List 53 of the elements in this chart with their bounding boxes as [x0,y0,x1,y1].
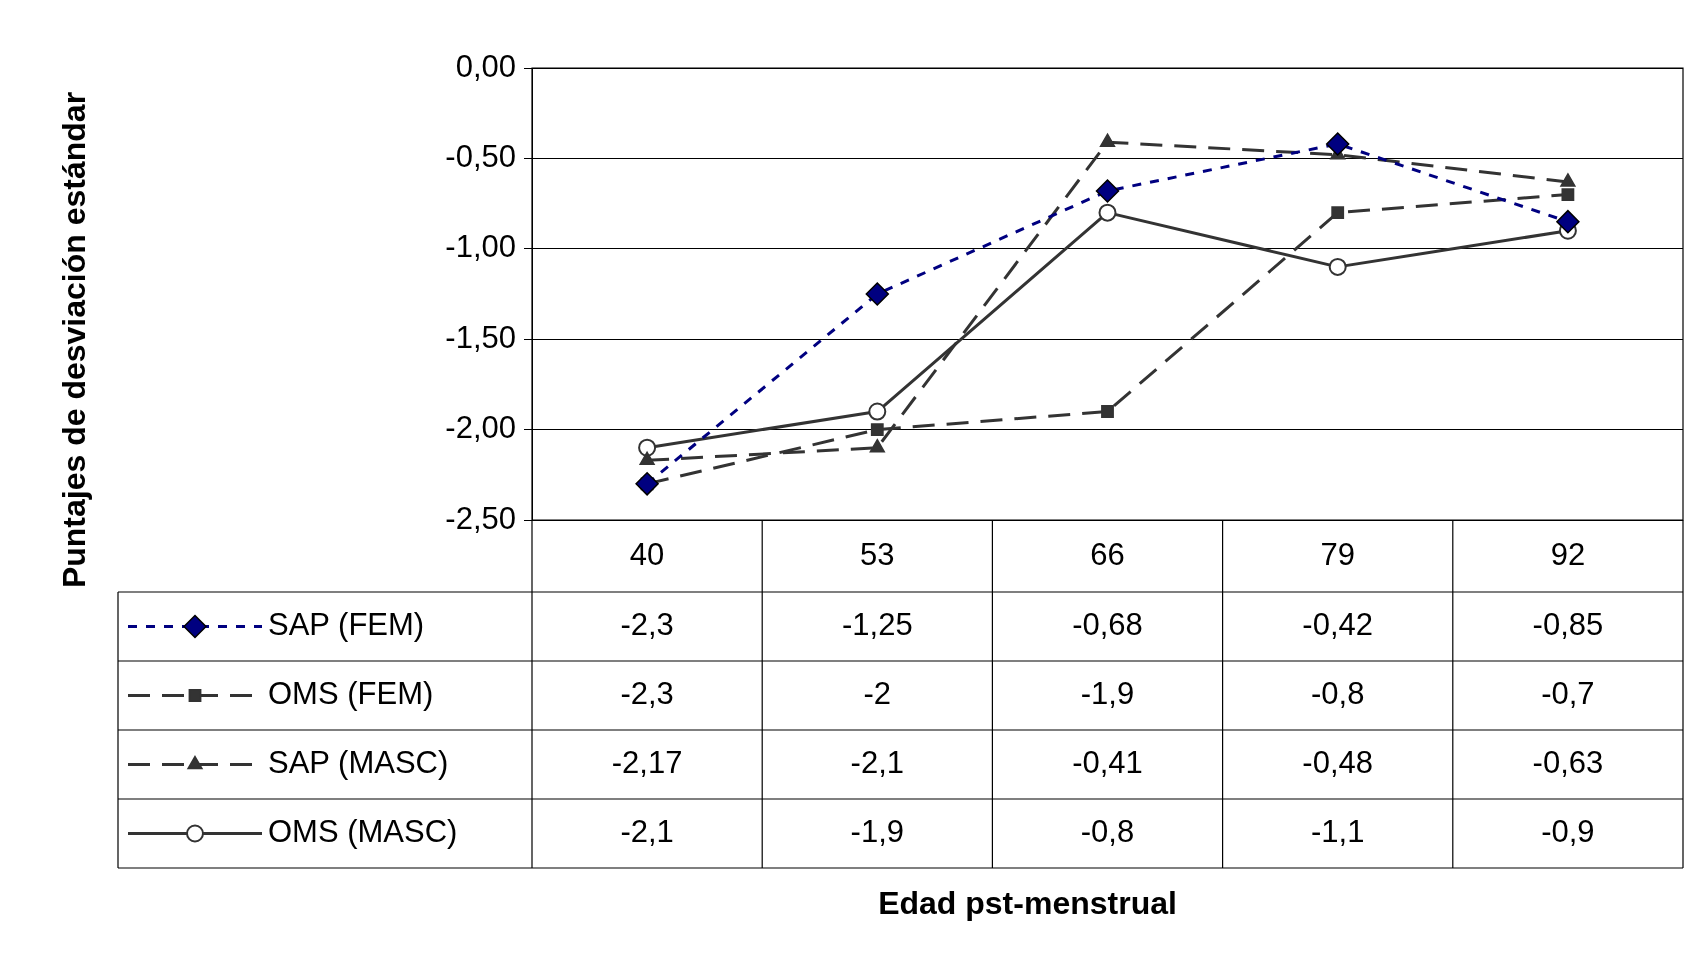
point [1325,132,1350,156]
point [1560,173,1576,187]
y-tick-label: -1,00 [445,229,516,265]
text: Edad pst-menstrual [878,884,1177,921]
data-label: -1,9 [850,814,905,850]
y-tick-label: -2,50 [445,500,516,536]
x-tick-label: 66 [1090,537,1125,573]
legend-label: OMS (MASC) [268,814,458,850]
data-label: -2,17 [611,745,683,781]
point [1328,257,1347,276]
point [868,402,887,421]
legend-label: SAP (MASC) [268,745,449,781]
data-label: -1,1 [1310,814,1365,850]
point [870,423,884,437]
point [1099,133,1116,147]
data-label: -0,42 [1302,607,1374,643]
x-tick-label: 53 [860,537,895,573]
data-label: -0,8 [1310,676,1365,712]
point [1098,203,1117,222]
point [1556,209,1580,234]
data-label: -2,3 [620,607,674,643]
y-tick-label: -0,50 [445,138,516,174]
data-label: -0,85 [1532,607,1604,643]
text: Puntajes de desviación estándar [55,91,92,589]
legend-label: SAP (FEM) [268,607,425,643]
point [639,451,655,466]
data-label: -0,68 [1072,607,1143,643]
data-label: -2 [863,676,892,712]
point [638,438,657,457]
data-label: -0,9 [1541,814,1595,850]
point [635,472,659,496]
point [1095,179,1120,203]
data-label: -0,8 [1080,814,1135,850]
data-label: -0,41 [1072,745,1143,781]
data-label: -0,63 [1532,745,1604,781]
point [1331,206,1345,220]
data-label: -2,1 [850,745,905,781]
x-tick-label: 40 [629,537,665,573]
data-label: -0,48 [1302,745,1374,781]
data-label: -1,9 [1080,676,1135,712]
x-tick-label: 79 [1320,537,1355,573]
y-tick-label: 0,00 [455,48,516,84]
data-label: -0,7 [1541,676,1595,712]
y-tick-label: -1,50 [445,319,516,355]
legend-label: OMS (FEM) [268,676,434,712]
data-label: -2,1 [620,814,674,850]
data-label: -2,3 [620,676,674,712]
data-label: -1,25 [841,607,913,643]
point [1561,188,1575,201]
point [865,282,890,306]
y-tick-label: -2,00 [445,410,516,446]
x-tick-label: 92 [1550,537,1586,573]
point [1101,405,1114,418]
